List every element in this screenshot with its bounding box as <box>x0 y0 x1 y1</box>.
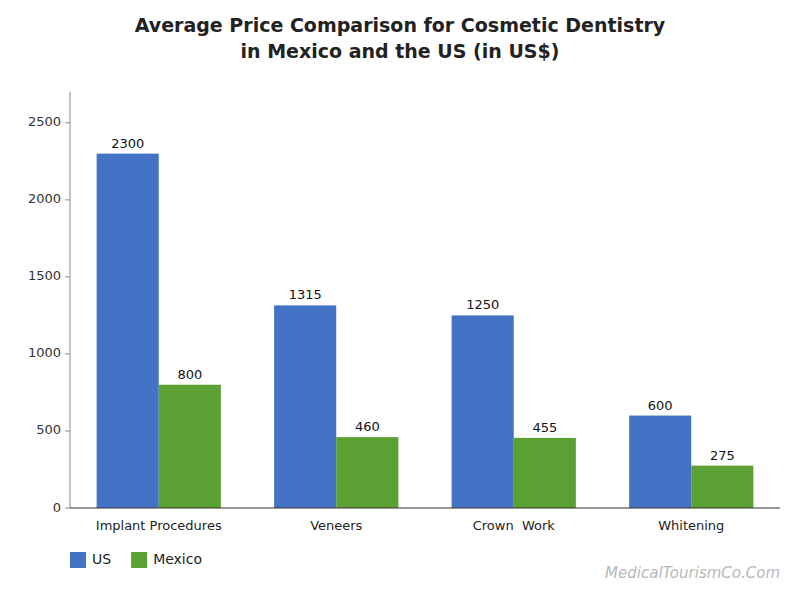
y-tick-label: 500 <box>36 422 61 437</box>
data-label: 2300 <box>111 136 144 151</box>
data-label: 800 <box>177 367 202 382</box>
data-label: 1250 <box>466 297 499 312</box>
title: Average Price Comparison for Cosmetic De… <box>135 14 666 36</box>
background <box>0 0 800 600</box>
y-tick <box>65 199 70 200</box>
bar <box>159 385 221 508</box>
bar <box>97 154 159 508</box>
data-label: 1315 <box>289 287 322 302</box>
y-tick-label: 2000 <box>28 191 61 206</box>
legend-swatch <box>131 552 147 568</box>
bar <box>629 416 691 508</box>
legend-label: Mexico <box>153 551 202 567</box>
data-label: 275 <box>710 448 735 463</box>
legend-swatch <box>70 552 86 568</box>
y-tick-label: 1000 <box>28 345 61 360</box>
data-label: 600 <box>648 398 673 413</box>
y-tick-label: 0 <box>53 500 61 515</box>
legend-label: US <box>92 551 111 567</box>
bars <box>97 154 754 508</box>
y-tick <box>65 353 70 354</box>
watermark: MedicalTourismCo.Com <box>605 564 780 582</box>
y-tick <box>65 430 70 431</box>
data-label: 455 <box>532 420 557 435</box>
subtitle: in Mexico and the US (in US$) <box>241 40 560 62</box>
data-label: 460 <box>355 419 380 434</box>
bar <box>336 437 398 508</box>
y-tick-label: 1500 <box>28 268 61 283</box>
bar <box>514 438 576 508</box>
bar <box>452 315 514 508</box>
x-tick-label: Crown Work <box>473 518 556 533</box>
chart: Average Price Comparison for Cosmetic De… <box>0 0 800 600</box>
y-tick <box>65 508 70 509</box>
y-tick-label: 2500 <box>28 114 61 129</box>
y-tick <box>65 122 70 123</box>
x-tick-label: Whitening <box>658 518 724 533</box>
chart-container: Average Price Comparison for Cosmetic De… <box>0 0 800 600</box>
x-tick-label: Implant Procedures <box>96 518 222 533</box>
y-tick <box>65 276 70 277</box>
legend: US Mexico <box>70 551 202 568</box>
x-axis-line <box>70 507 780 508</box>
bar <box>274 305 336 508</box>
bar <box>691 466 753 508</box>
x-tick-label: Veneers <box>310 518 362 533</box>
y-axis-line <box>70 92 71 508</box>
